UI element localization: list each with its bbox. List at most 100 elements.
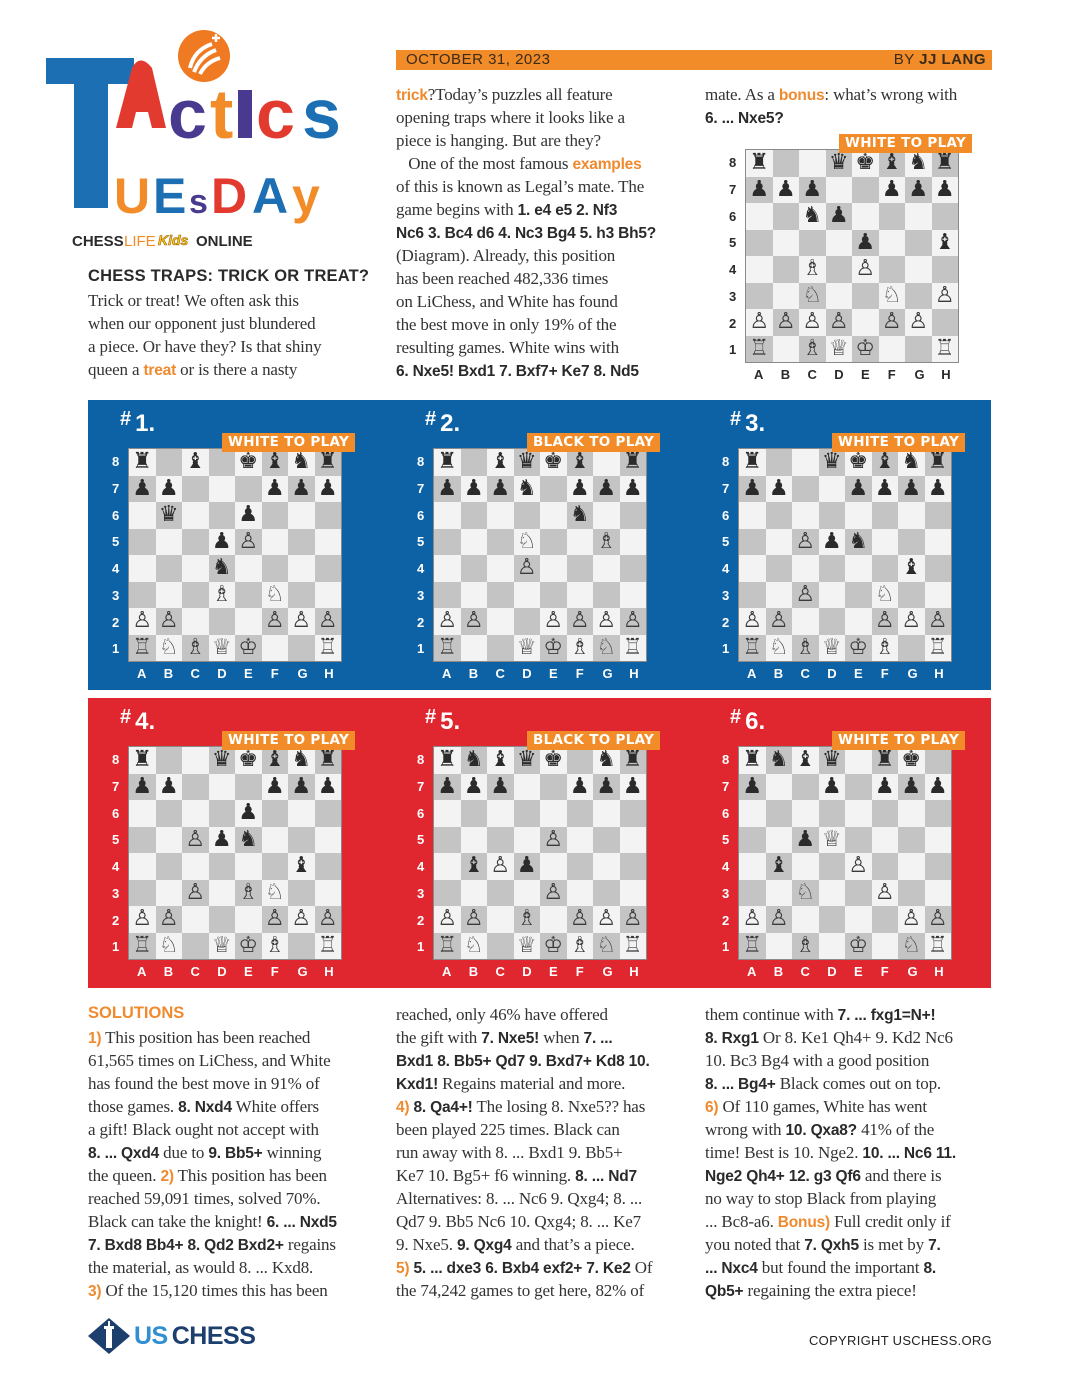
- black-knight-icon: ♞: [211, 555, 232, 581]
- square-b4: [772, 256, 799, 283]
- white-pawn-icon: ♙: [622, 906, 643, 932]
- square-f4: [566, 853, 593, 880]
- square-f2: ♙: [566, 906, 593, 933]
- rank-label: 8: [112, 454, 120, 469]
- white-king-icon: ♔: [543, 634, 564, 660]
- rank-label: 2: [112, 912, 120, 928]
- square-e1: ♔: [845, 634, 872, 661]
- square-f2: ♙: [566, 608, 593, 635]
- file-label: A: [747, 666, 757, 681]
- highlight-text: 2): [160, 1168, 174, 1185]
- body-text: ... Bc8-a6.: [705, 1212, 778, 1231]
- square-d5: ♕: [818, 826, 845, 853]
- svg-text:CHESS: CHESS: [72, 233, 124, 250]
- square-h5: [619, 826, 646, 853]
- move-notation: 7. Bxd8 Bb4+ 8. Qd2 Bxd2+: [88, 1237, 284, 1254]
- rank-label: 7: [112, 778, 120, 794]
- square-f3: ♘: [871, 581, 898, 608]
- square-e4: ♙: [852, 256, 879, 283]
- square-g4: [593, 853, 620, 880]
- rank-label: 3: [112, 885, 120, 901]
- square-f2: ♙: [878, 309, 905, 336]
- square-g4: [593, 555, 620, 582]
- move-notation: Qb5+: [705, 1283, 744, 1300]
- hash-mark: #: [425, 408, 437, 430]
- move-notation: 7. ...: [583, 1030, 613, 1047]
- rank-label: 6: [417, 805, 425, 821]
- square-d6: [818, 502, 845, 529]
- body-text: run away with 8. ... Bxd1 9. Bb5+: [396, 1143, 623, 1162]
- square-b8: [155, 747, 182, 774]
- black-knight-icon: ♞: [596, 747, 617, 773]
- square-c6: [182, 502, 209, 529]
- black-pawn-icon: ♟: [821, 773, 842, 799]
- rank-label: 8: [722, 752, 730, 767]
- black-king-icon: ♚: [238, 747, 259, 773]
- square-e5: [540, 528, 567, 555]
- white-king-icon: ♔: [848, 932, 869, 958]
- us-chess-logo: US CHESS: [88, 1318, 256, 1354]
- square-b5: [155, 826, 182, 853]
- move-notation: 9. Bb5+: [208, 1145, 263, 1162]
- white-bishop-icon: ♗: [596, 528, 617, 554]
- square-a2: ♙: [739, 906, 766, 933]
- rank-label: 1: [722, 939, 730, 955]
- white-knight-icon: ♘: [463, 932, 484, 958]
- square-f8: ♝: [566, 449, 593, 476]
- square-a5: [129, 528, 156, 555]
- solutions-column-3: them continue with 7. ... fxg1=N+! 8. Rxg…: [705, 1003, 956, 1302]
- black-rook-icon: ♜: [749, 150, 770, 176]
- middle-column-text: trick?Today’s puzzles all feature opening…: [396, 83, 656, 382]
- text-line: the best move in only 19% of the: [396, 313, 656, 336]
- file-label: F: [270, 964, 279, 979]
- hash-mark: #: [425, 706, 437, 728]
- body-text: piece is hanging. But are they?: [396, 131, 601, 150]
- black-rook-icon: ♜: [742, 747, 763, 773]
- black-pawn-icon: ♟: [927, 475, 948, 501]
- text-line: the material, as would 8. ... Kxd8.: [88, 1256, 337, 1279]
- rank-label: 5: [417, 832, 425, 848]
- square-h6: [314, 800, 341, 827]
- square-a3: [434, 879, 461, 906]
- black-pawn-icon: ♟: [596, 475, 617, 501]
- square-d7: [818, 475, 845, 502]
- square-d6: [513, 502, 540, 529]
- highlight-text: 3): [88, 1283, 102, 1300]
- white-pawn-icon: ♙: [742, 608, 763, 634]
- square-b6: [155, 800, 182, 827]
- chess-board: ♜ ♞ ♝ ♛ ♜ ♚ ♟ ♟ ♟ ♟ ♟ ♟ ♕ ♝ ♙ ♘ ♙ ♙ ♙ ♙ ♙ ♖ ♗ ♔ ♘ ♖: [738, 746, 952, 960]
- square-g6: [288, 800, 315, 827]
- square-b6: ♛: [155, 502, 182, 529]
- body-text: regaining the extra piece!: [743, 1281, 917, 1300]
- square-a7: ♟: [129, 475, 156, 502]
- black-rook-icon: ♜: [132, 747, 153, 773]
- white-rook-icon: ♖: [317, 634, 338, 660]
- text-line: Nc6 3. Bc4 d6 4. Nc3 Bg4 5. h3 Bh5?: [396, 221, 656, 244]
- square-e3: ♗: [235, 879, 262, 906]
- rank-label: 7: [112, 480, 120, 496]
- body-text: Full credit only if: [829, 1212, 951, 1231]
- black-pawn-icon: ♟: [881, 176, 902, 202]
- square-h1: ♖: [314, 634, 341, 661]
- square-h5: [314, 528, 341, 555]
- white-pawn-icon: ♙: [934, 282, 955, 308]
- square-f1: [871, 932, 898, 959]
- square-f2: ♙: [261, 608, 288, 635]
- square-a8: ♜: [434, 449, 461, 476]
- black-pawn-icon: ♟: [795, 826, 816, 852]
- file-label: E: [861, 367, 870, 382]
- square-d1: ♕: [513, 634, 540, 661]
- move-notation: 1. e4 e5 2. Nf3: [517, 202, 618, 219]
- text-line: 61,565 times on LiChess, and White: [88, 1049, 337, 1072]
- square-a2: ♙: [739, 608, 766, 635]
- us-chess-logo-chess: CHESS: [171, 1321, 256, 1350]
- body-text: the gift with: [396, 1028, 482, 1047]
- file-label: F: [270, 666, 279, 681]
- black-pawn-icon: ♟: [463, 475, 484, 501]
- square-g5: [288, 826, 315, 853]
- white-pawn-icon: ♙: [317, 608, 338, 634]
- square-d5: ♟: [208, 826, 235, 853]
- square-h8: ♜: [619, 747, 646, 774]
- white-king-icon: ♔: [238, 932, 259, 958]
- square-b6: [765, 502, 792, 529]
